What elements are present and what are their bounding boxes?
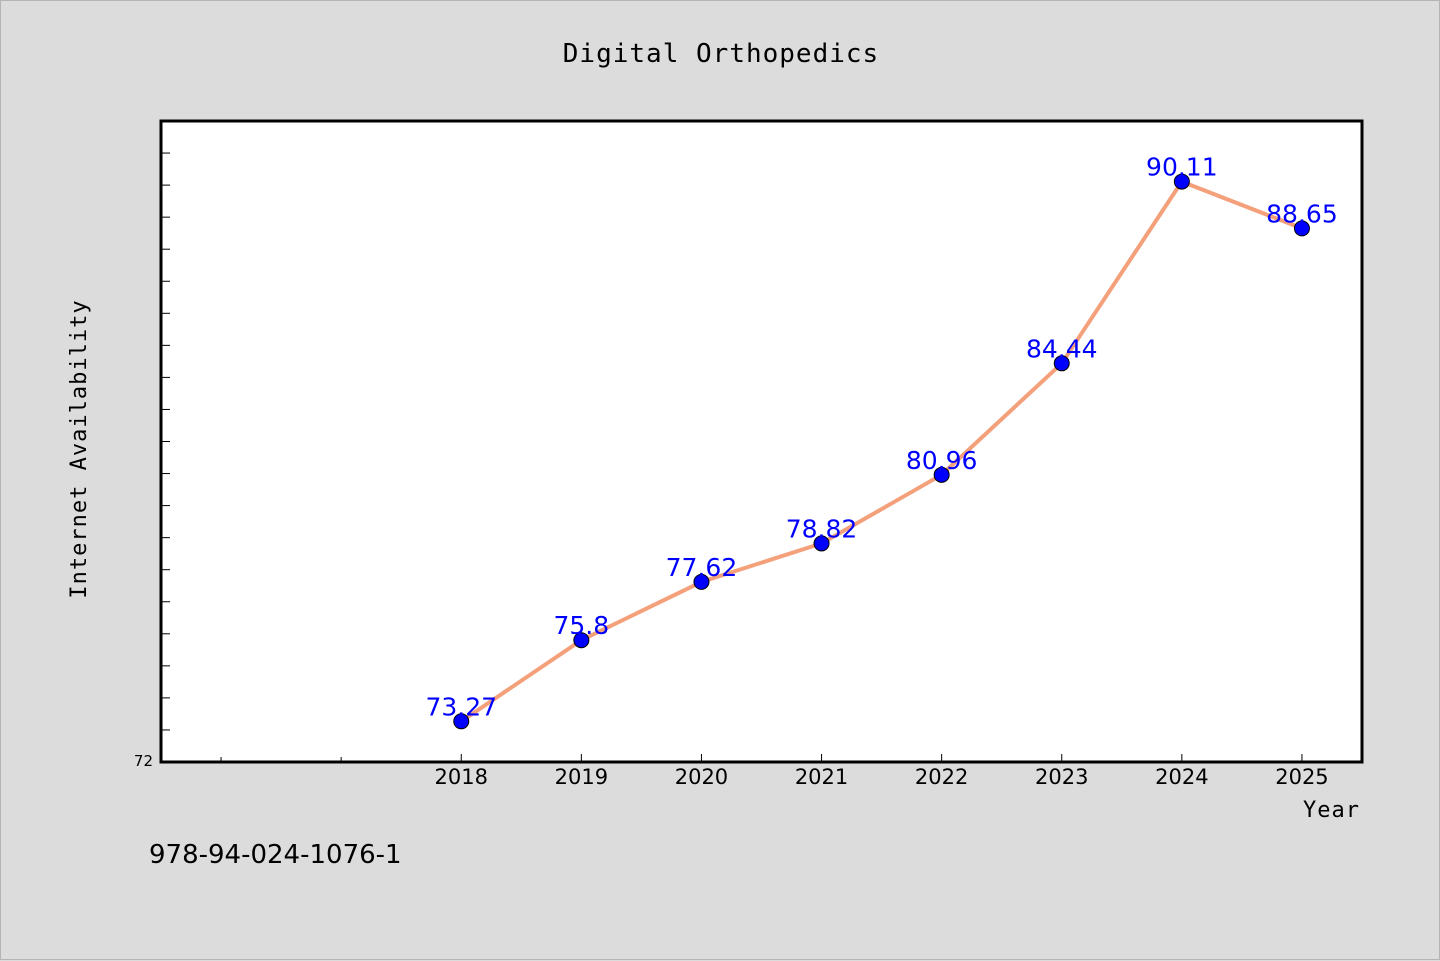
x-axis-title: Year <box>1303 798 1360 823</box>
x-tick-label-2023: 2023 <box>1035 765 1088 789</box>
footnote-isbn: 978-94-024-1076-1 <box>149 840 402 870</box>
data-label-2023: 84.44 <box>1026 334 1098 363</box>
marker-2020 <box>693 573 710 590</box>
data-label-2025: 88.65 <box>1266 199 1338 228</box>
data-label-2020: 77.62 <box>666 553 738 582</box>
series-line <box>460 179 1303 723</box>
data-label-2021: 78.82 <box>786 514 858 543</box>
x-tick-label-2020: 2020 <box>675 765 728 789</box>
marker-2021 <box>813 535 830 552</box>
marker-2023 <box>1053 355 1070 372</box>
data-labels: 73.27 75.8 77.62 78.82 80.96 84.44 90.11 88.65 <box>425 153 1337 722</box>
data-label-2022: 80.96 <box>906 446 978 475</box>
marker-2024 <box>1173 173 1190 190</box>
data-label-2018: 73.27 <box>425 692 497 721</box>
chart-title: Digital Orthopedics <box>563 39 879 69</box>
x-tick-label-2018: 2018 <box>435 765 488 789</box>
y-axis-title: Internet Availability <box>67 299 92 598</box>
marker-2019 <box>573 632 590 649</box>
x-tick-label-2019: 2019 <box>555 765 608 789</box>
marker-2018 <box>453 713 470 730</box>
x-tick-label-2024: 2024 <box>1155 765 1208 789</box>
data-label-2019: 75.8 <box>554 611 610 640</box>
series-markers <box>453 173 1310 730</box>
x-tick-label-2022: 2022 <box>915 765 968 789</box>
y-axis-ticks <box>161 152 170 731</box>
x-tick-label-2021: 2021 <box>795 765 848 789</box>
x-axis-ticks <box>220 754 1303 762</box>
marker-2022 <box>933 466 950 483</box>
plot-area <box>159 119 1364 764</box>
x-tick-label-2025: 2025 <box>1275 765 1328 789</box>
x-axis-tick-labels: 2018 2019 2020 2021 2022 2023 2024 2025 <box>435 765 1329 789</box>
data-label-2024: 90.11 <box>1146 153 1218 182</box>
marker-2025 <box>1293 220 1310 237</box>
y-tick-label-72: 72 <box>134 752 153 770</box>
